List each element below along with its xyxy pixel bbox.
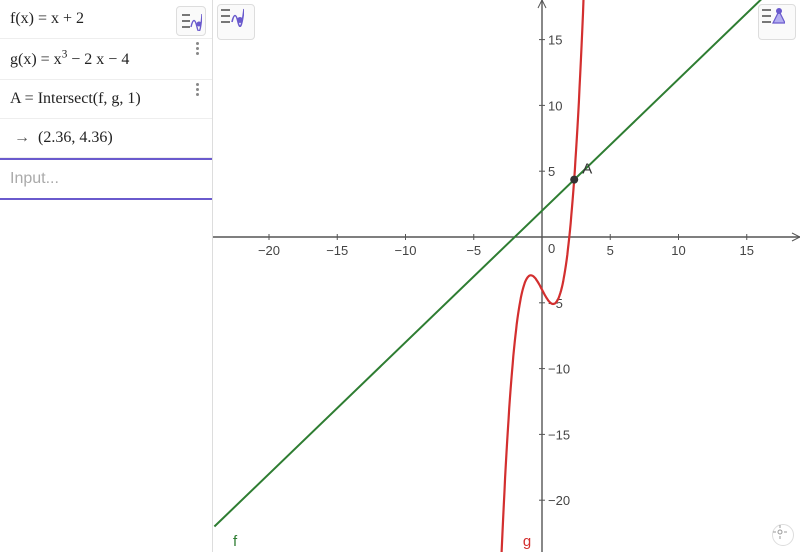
- algebra-icon: [218, 5, 244, 27]
- svg-text:−10: −10: [548, 362, 570, 377]
- expression-row-1[interactable]: g(x) = x3 − 2 x − 4: [0, 39, 212, 80]
- row-menu-button[interactable]: [190, 41, 204, 55]
- svg-text:−10: −10: [394, 243, 416, 258]
- row-tool-button[interactable]: [176, 6, 206, 36]
- expression-text: A = Intersect(f, g, 1): [10, 90, 141, 107]
- algebra-view-button[interactable]: [217, 4, 255, 40]
- svg-text:5: 5: [607, 243, 614, 258]
- geometry-view-button[interactable]: [758, 4, 796, 40]
- svg-text:f: f: [233, 533, 238, 550]
- expression-text: (2.36, 4.36): [38, 129, 113, 146]
- svg-text:A: A: [582, 161, 592, 178]
- expression-row-3[interactable]: → (2.36, 4.36): [0, 119, 212, 158]
- algebra-sidebar: f(x) = x + 2 g(x) = x3 − 2 x − 4 A = Inter…: [0, 0, 213, 552]
- algebra-icon: [180, 11, 202, 31]
- svg-text:15: 15: [548, 33, 562, 48]
- algebra-input[interactable]: Input...: [0, 158, 212, 200]
- expression-row-2[interactable]: A = Intersect(f, g, 1): [0, 80, 212, 119]
- recenter-button[interactable]: [772, 524, 794, 546]
- graph-svg: −20−15−10−5051015−20−15−10−551015fgA: [213, 0, 800, 552]
- expression-text: f(x) = x + 2: [10, 10, 84, 27]
- input-placeholder: Input...: [10, 170, 59, 187]
- svg-text:−20: −20: [548, 493, 570, 508]
- crosshair-icon: [773, 525, 787, 539]
- app-root: f(x) = x + 2 g(x) = x3 − 2 x − 4 A = Inter…: [0, 0, 800, 552]
- svg-text:g: g: [523, 533, 531, 550]
- svg-text:−15: −15: [326, 243, 348, 258]
- arrow-icon: →: [14, 129, 30, 147]
- svg-text:−20: −20: [258, 243, 280, 258]
- svg-text:−15: −15: [548, 427, 570, 442]
- graph-panel[interactable]: −20−15−10−5051015−20−15−10−551015fgA: [213, 0, 800, 552]
- svg-text:15: 15: [740, 243, 754, 258]
- svg-text:−5: −5: [466, 243, 481, 258]
- svg-text:0: 0: [548, 241, 555, 256]
- geometry-icon: [759, 5, 785, 27]
- svg-text:10: 10: [671, 243, 685, 258]
- svg-text:10: 10: [548, 98, 562, 113]
- expression-list: f(x) = x + 2 g(x) = x3 − 2 x − 4 A = Inter…: [0, 0, 212, 158]
- expression-row-0[interactable]: f(x) = x + 2: [0, 0, 212, 39]
- svg-text:5: 5: [548, 164, 555, 179]
- row-menu-button[interactable]: [190, 82, 204, 96]
- expression-text: g(x) = x3 − 2 x − 4: [10, 51, 129, 68]
